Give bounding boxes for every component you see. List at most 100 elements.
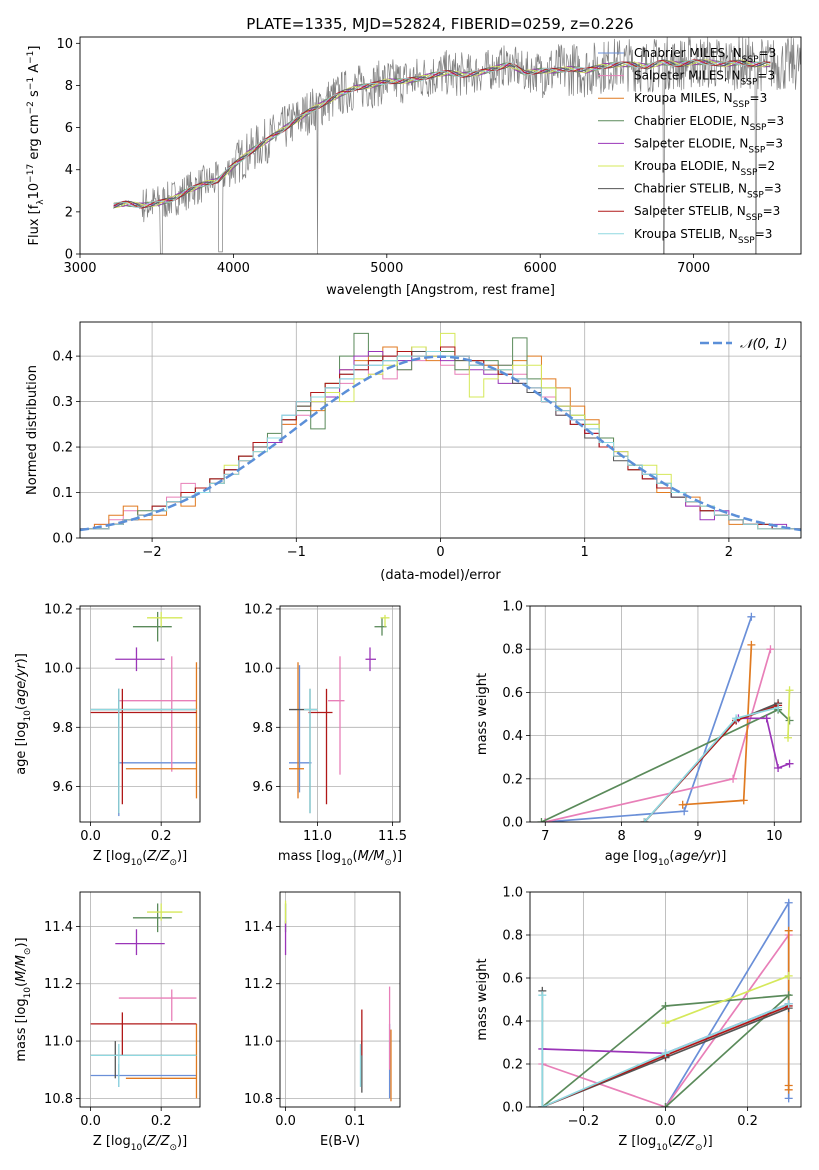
x-tick-label: 0.0 — [655, 1114, 676, 1129]
plot-area — [90, 903, 198, 1099]
weight-marker-kroupa-elodie — [784, 733, 793, 742]
x-axis-label-part: ⊙ — [169, 858, 177, 868]
weight-marker-kroupa-elodie — [784, 971, 793, 980]
y-axis-label-part: age/yr — [14, 662, 29, 705]
normal-curve — [80, 355, 801, 532]
y-axis-label: mass [log10(M/M⊙)] — [14, 937, 33, 1061]
weight-vs-metallicity-panel: −0.2 0.0 0.2 0.0 0.2 0.4 0.6 0.8 1.0 Z [log10(Z/Z… — [475, 886, 802, 1153]
y-tick-label: 11.4 — [244, 920, 273, 935]
weight-line-chabrier-miles — [545, 616, 753, 822]
plot-area — [538, 898, 793, 1107]
plot-area — [90, 611, 198, 817]
x-axis-label: mass [log10(M/M⊙)] — [278, 849, 402, 868]
residuals-histogram-panel: −2 −1 0 1 2 0.0 0.1 0.2 0.3 0.4 (data-model)/error… — [25, 321, 802, 583]
weight-marker-kroupa-miles — [747, 640, 756, 649]
legend-label-salpeter-miles: Salpeter MILES, NSSP=3 — [634, 69, 775, 88]
x-axis-label: Z [log10(Z/Z⊙)] — [618, 1134, 712, 1153]
y-tick-label: 4 — [65, 163, 73, 178]
legend-label-sub: SSP — [742, 55, 759, 65]
y-axis-label: age [log10(age/yr)] — [14, 653, 33, 775]
mass-vs-ebv-panel: 0.0 0.1 10.8 11.0 11.2 11.4 E(B-V) — [244, 891, 401, 1149]
weight-line-kroupa-elodie — [665, 975, 790, 1024]
y-axis-label: Normed distribution — [25, 365, 40, 495]
y-tick-label: 10.0 — [44, 662, 73, 677]
y-tick-label: 1.0 — [502, 600, 523, 615]
legend-label-kroupa-miles: Kroupa MILES, NSSP=3 — [634, 91, 767, 110]
y-tick-label: 2 — [65, 205, 73, 220]
legend-label-tail: =3 — [764, 182, 782, 196]
y-axis-label-part: mass weight — [475, 673, 490, 755]
x-tick-label: −2 — [143, 545, 162, 560]
plot-area — [284, 900, 392, 1102]
x-tick-label: 6000 — [524, 261, 557, 276]
x-tick-label: 0.1 — [345, 1114, 366, 1129]
y-axis-label-part: mass [log — [14, 998, 29, 1061]
y-tick-label: 0 — [65, 248, 73, 263]
y-axis-label-part: ⊙ — [23, 948, 33, 956]
legend-label-text: Salpeter STELIB, N — [634, 204, 746, 218]
y-tick-label: 10.8 — [44, 1092, 73, 1107]
y-tick-label: 10.2 — [244, 602, 273, 617]
weight-marker-salpeter-elodie — [774, 764, 783, 772]
y-tick-label: 9.8 — [52, 721, 73, 736]
x-axis-label-part: )] — [177, 849, 187, 864]
x-tick-label: 0.2 — [737, 1114, 758, 1129]
x-tick-label: 0.0 — [80, 1114, 101, 1129]
y-axis-label-part: M/M — [14, 955, 29, 982]
y-axis-label-part: )] — [14, 653, 29, 663]
x-axis-label-part: )] — [392, 849, 402, 864]
y-tick-label: 0.6 — [502, 686, 523, 701]
x-axis-label-part: Z [log — [93, 1134, 131, 1149]
axes-frame — [529, 891, 802, 1108]
legend-label-kroupa-stelib: Kroupa STELIB, NSSP=3 — [634, 227, 772, 246]
y-axis-label-part: )] — [14, 937, 29, 947]
mass-vs-metallicity-panel: 0.0 0.210.811.011.211.4Z [log10(Z/Z⊙)]mas… — [14, 891, 201, 1153]
x-tick-label: 1 — [581, 545, 589, 560]
y-axis-label-part: 10 — [23, 710, 33, 722]
x-axis-label: age [log10(age/yr)] — [605, 849, 727, 868]
x-axis-label-part: age [log — [605, 849, 658, 864]
weight-marker-kroupa-elodie — [661, 1019, 670, 1028]
y-axis-label-part: erg cm — [27, 114, 42, 163]
weight-line-kroupa-elodie — [787, 690, 791, 738]
y-tick-label: 0.3 — [52, 395, 73, 410]
y-axis-label-part: A — [27, 64, 42, 77]
x-axis-label-part: 10 — [131, 1143, 143, 1153]
y-tick-label: 9.8 — [252, 721, 273, 736]
y-tick-label: 11.2 — [44, 977, 73, 992]
weight-line-kroupa-stelib — [643, 706, 779, 822]
legend-label-sub: SSP — [741, 78, 758, 88]
x-axis-label-part: ( — [142, 849, 147, 864]
legend-label-text: Kroupa STELIB, N — [634, 227, 738, 241]
x-axis-label-part: 10 — [658, 858, 670, 868]
y-axis-label: Flux [fλ10−17 erg cm−2 s−1 A−1] — [26, 46, 46, 246]
y-tick-label: 0.4 — [502, 729, 523, 744]
x-axis-label: Z [log10(Z/Z⊙)] — [93, 1134, 187, 1153]
legend-label-tail: =3 — [759, 46, 777, 60]
y-axis-label-part: Flux [f — [27, 204, 42, 245]
age-vs-metallicity-panel: 0.0 0.29.69.810.010.2Z [log10(Z/Z⊙)]age [… — [14, 602, 201, 868]
legend-label-tail: =3 — [765, 136, 783, 150]
x-tick-label: −0.2 — [568, 1114, 600, 1129]
x-tick-label: 4000 — [217, 261, 250, 276]
x-axis-label-part: ⊙ — [169, 1143, 177, 1153]
x-axis-label-part: 10 — [131, 858, 143, 868]
weight-marker-kroupa-elodie — [785, 686, 794, 695]
x-axis-label-part: 10 — [656, 1143, 668, 1153]
axes-frame — [529, 605, 802, 823]
plot-area — [537, 612, 794, 822]
legend-label-tail: =3 — [757, 69, 775, 83]
y-tick-label: 1.0 — [502, 886, 523, 901]
y-tick-label: 10.2 — [44, 602, 73, 617]
y-axis-label-part: −1 — [26, 51, 36, 64]
x-axis-label-part: ( — [142, 1134, 147, 1149]
y-tick-label: 9.6 — [52, 780, 73, 795]
weight-marker-salpeter-elodie — [762, 714, 771, 723]
legend-label-text: Kroupa MILES, N — [634, 91, 733, 105]
x-tick-label: 10 — [766, 829, 783, 844]
y-axis-label: mass weight — [475, 958, 490, 1040]
y-tick-label: 11.4 — [44, 920, 73, 935]
weight-line-salpeter-elodie — [738, 717, 790, 770]
legend-label-text: Chabrier MILES, N — [634, 46, 742, 60]
